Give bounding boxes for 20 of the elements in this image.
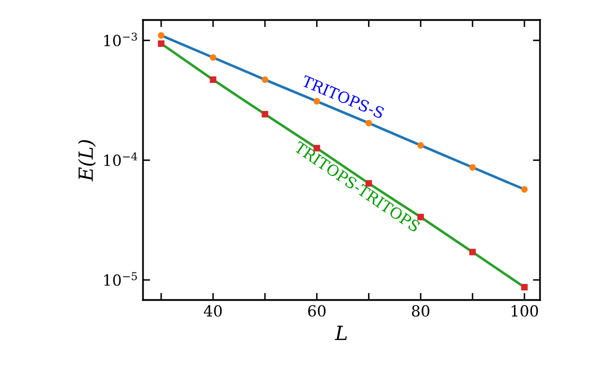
y-tick-label: 10$^{−5}$	[104, 272, 137, 286]
point	[262, 110, 268, 118]
point	[521, 284, 528, 290]
point	[469, 248, 476, 256]
x-tick-label: 100	[512, 305, 538, 317]
point	[210, 76, 216, 83]
y-tick-label: 10$^{−4}$	[104, 152, 138, 166]
x-axis-title: L	[334, 326, 347, 340]
x-tick-label: 60	[308, 305, 326, 317]
point	[365, 120, 372, 126]
x-tick-label: 40	[204, 305, 222, 317]
point	[521, 186, 528, 193]
point	[158, 40, 164, 47]
point	[210, 54, 216, 61]
y-tick-label: 10$^{−3}$	[104, 32, 137, 46]
y-axis-title: E(L)	[78, 140, 96, 182]
point	[262, 76, 268, 83]
x-tick-label: 80	[412, 305, 430, 317]
point	[158, 32, 164, 39]
point	[469, 164, 476, 171]
